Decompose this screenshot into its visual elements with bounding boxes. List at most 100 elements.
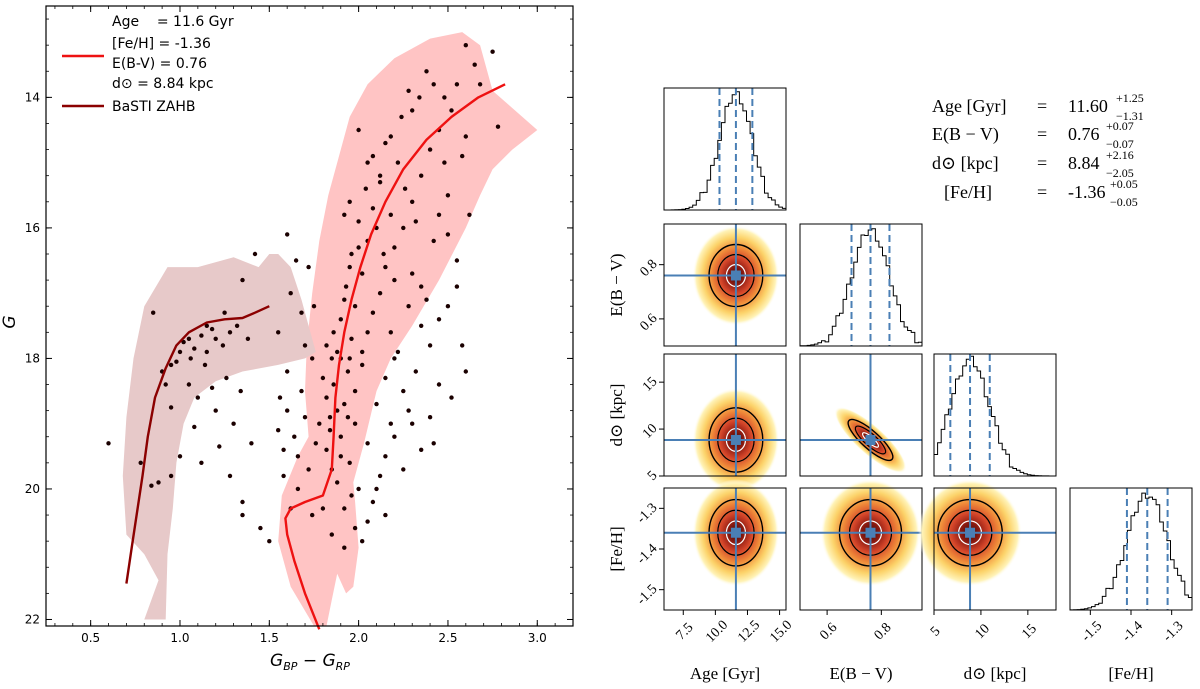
star-point (320, 375, 326, 381)
cmd-x-tick-label: 1.0 (170, 631, 189, 645)
star-point (192, 424, 197, 430)
median-marker (965, 527, 976, 538)
posterior-histogram (800, 228, 922, 347)
star-point (381, 251, 386, 257)
star-point (209, 385, 215, 390)
star-point (467, 212, 472, 217)
summary-dist-label: d⊙ [kpc] (932, 153, 999, 173)
star-point (327, 428, 333, 433)
summary-feh-label: [Fe/H] (944, 182, 992, 202)
star-point (360, 271, 365, 276)
summary-ebv-plus: +0.07 (1106, 119, 1134, 133)
star-point (352, 388, 358, 394)
cmd-y-tick-label: 16 (25, 221, 40, 235)
star-point (449, 108, 454, 113)
star-point (347, 356, 352, 361)
summary-feh-eq: = (1037, 182, 1047, 202)
corner-x-tick-label: 10 (972, 622, 993, 643)
corner-panel-3-0: 7.5 10.0 12.5 15.0 -1.5 -1.4 -1.3 (634, 479, 795, 646)
corner-x-tick-label: -1.4 (1120, 619, 1146, 645)
star-point (436, 317, 442, 322)
star-point (424, 297, 429, 302)
legend-isochrone-line-3: E(B-V) = 0.76 (112, 56, 207, 72)
summary-age-eq: = (1037, 96, 1047, 116)
corner-y-tick-label: 0.8 (638, 257, 661, 280)
star-point (347, 460, 352, 465)
corner-y-tick-label: -1.3 (634, 501, 660, 527)
star-point (374, 486, 379, 492)
star-point (285, 369, 290, 374)
star-point (427, 343, 433, 348)
star-point (360, 362, 365, 368)
corner-panel-frame (799, 223, 923, 347)
star-point (338, 434, 343, 439)
corner-x-axis-label-0: Age [Gyr] (690, 664, 760, 683)
star-point (306, 467, 311, 472)
star-point (342, 212, 347, 217)
star-point (329, 356, 334, 361)
star-point (195, 395, 200, 400)
star-point (460, 153, 465, 159)
summary-age-plus: +1.25 (1116, 91, 1144, 105)
star-point (349, 493, 354, 498)
star-point (327, 415, 333, 420)
star-point (335, 349, 340, 355)
median-marker (730, 270, 741, 281)
summary-dist-minus: −2.05 (1106, 166, 1134, 180)
summary-age-label: Age [Gyr] (932, 96, 1006, 116)
star-point (267, 539, 272, 544)
star-point (360, 539, 365, 544)
star-point (168, 362, 174, 368)
star-point (234, 323, 240, 328)
star-point (377, 173, 383, 178)
median-marker (865, 527, 876, 538)
corner-panel-frame (1069, 487, 1193, 611)
star-point (335, 480, 340, 485)
star-point (383, 512, 388, 518)
corner-y-tick-label: 5 (645, 468, 661, 484)
star-point (249, 441, 254, 446)
star-point (213, 336, 218, 341)
star-point (311, 304, 317, 309)
star-point (217, 444, 222, 449)
star-point (168, 473, 174, 479)
star-point (449, 395, 454, 400)
corner-y-tick-label: 10 (640, 421, 661, 442)
star-point (240, 512, 245, 518)
star-point (163, 382, 168, 387)
star-point (392, 245, 397, 250)
corner-x-axis-label-2: d⊙ [kpc] (964, 664, 1027, 683)
star-point (313, 441, 318, 446)
star-point (352, 525, 358, 531)
star-point (463, 134, 468, 139)
star-point (445, 193, 451, 198)
star-point (347, 264, 352, 270)
star-point (406, 304, 411, 309)
corner-panel-frame (663, 223, 787, 347)
star-point (454, 258, 460, 263)
corner-x-tick-label: 0.8 (872, 620, 895, 643)
cmd-x-tick-label: 1.5 (260, 631, 279, 645)
star-point (365, 160, 370, 165)
summary-age-minus: −1.31 (1116, 109, 1144, 123)
summary-ebv-median: 0.76 (1068, 124, 1100, 144)
star-point (431, 82, 436, 87)
median-marker (730, 527, 741, 538)
legend-zahb-label: BaSTI ZAHB (112, 99, 196, 115)
star-point (227, 330, 233, 335)
star-point (342, 545, 347, 550)
summary-row-age: Age [Gyr] = 11.60 +1.25 −1.31 (932, 91, 1144, 123)
star-point (417, 95, 422, 100)
star-point (149, 483, 154, 488)
star-point (299, 388, 304, 394)
corner-y-tick-label: -1.4 (634, 541, 660, 567)
cmd-x-tick-label: 3.0 (528, 631, 547, 645)
star-point (410, 108, 415, 113)
corner-x-tick-label: -1.3 (1160, 619, 1186, 645)
star-point (442, 95, 447, 100)
corner-panel-2-2 (933, 353, 1057, 477)
star-point (174, 359, 179, 364)
star-point (204, 323, 209, 328)
star-point (295, 454, 301, 459)
